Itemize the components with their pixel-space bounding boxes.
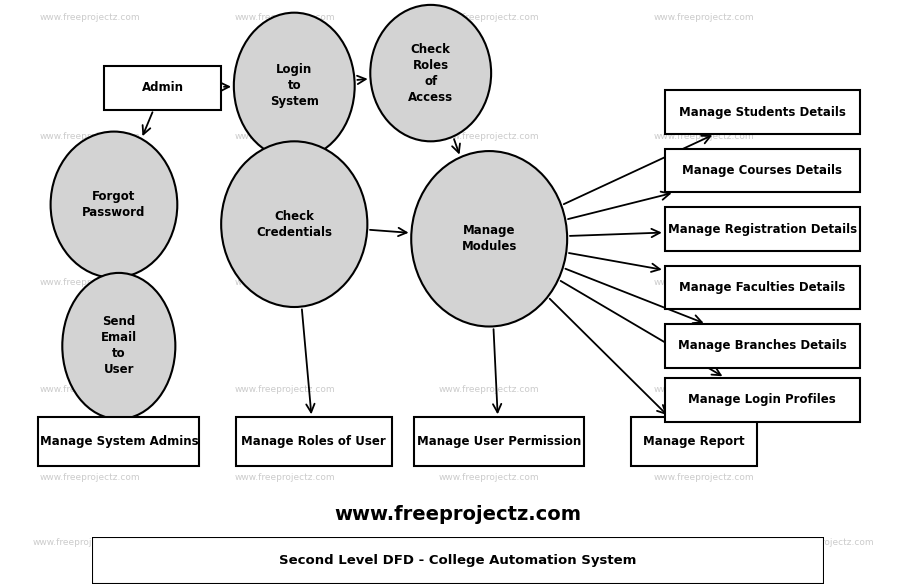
Text: www.freeprojectz.com: www.freeprojectz.com <box>234 385 335 394</box>
Text: www.freeprojectz.com: www.freeprojectz.com <box>32 538 133 548</box>
Text: www.freeprojectz.com: www.freeprojectz.com <box>439 13 540 22</box>
FancyBboxPatch shape <box>92 537 824 584</box>
FancyBboxPatch shape <box>414 417 584 466</box>
Text: Manage Faculties Details: Manage Faculties Details <box>679 281 845 294</box>
Text: www.freeprojectz.com: www.freeprojectz.com <box>439 473 540 482</box>
Text: Manage Login Profiles: Manage Login Profiles <box>688 393 836 406</box>
Text: Check
Roles
of
Access: Check Roles of Access <box>409 43 453 103</box>
Text: www.freeprojectz.com: www.freeprojectz.com <box>234 473 335 482</box>
Ellipse shape <box>62 273 175 419</box>
Ellipse shape <box>234 13 354 159</box>
Text: Second Level DFD - College Automation System: Second Level DFD - College Automation Sy… <box>279 554 637 567</box>
Text: www.freeprojectz.com: www.freeprojectz.com <box>234 132 335 141</box>
Text: Manage Report: Manage Report <box>643 435 745 448</box>
Text: www.freeprojectz.com: www.freeprojectz.com <box>334 505 582 524</box>
FancyBboxPatch shape <box>235 417 392 466</box>
Text: www.freeprojectz.com: www.freeprojectz.com <box>439 132 540 141</box>
FancyBboxPatch shape <box>665 149 859 193</box>
Ellipse shape <box>411 151 567 326</box>
FancyBboxPatch shape <box>665 324 859 368</box>
Text: www.freeprojectz.com: www.freeprojectz.com <box>439 278 540 287</box>
FancyBboxPatch shape <box>630 417 758 466</box>
Text: Send
Email
to
User: Send Email to User <box>101 315 136 376</box>
Text: www.freeprojectz.com: www.freeprojectz.com <box>234 278 335 287</box>
Text: Manage User Permission: Manage User Permission <box>417 435 581 448</box>
FancyBboxPatch shape <box>38 417 200 466</box>
Text: Manage Courses Details: Manage Courses Details <box>682 164 842 177</box>
FancyBboxPatch shape <box>104 66 221 110</box>
Text: www.freeprojectz.com: www.freeprojectz.com <box>653 385 754 394</box>
Ellipse shape <box>50 131 178 278</box>
Text: Manage Registration Details: Manage Registration Details <box>668 222 856 235</box>
Text: www.freeprojectz.com: www.freeprojectz.com <box>653 473 754 482</box>
Text: Manage
Modules: Manage Modules <box>462 224 517 253</box>
FancyBboxPatch shape <box>665 377 859 421</box>
Text: www.freeprojectz.com: www.freeprojectz.com <box>408 538 508 548</box>
Text: www.freeprojectz.com: www.freeprojectz.com <box>600 538 701 548</box>
Text: www.freeprojectz.com: www.freeprojectz.com <box>234 13 335 22</box>
FancyBboxPatch shape <box>665 265 859 309</box>
Ellipse shape <box>370 5 491 141</box>
FancyBboxPatch shape <box>665 90 859 134</box>
Text: Admin: Admin <box>142 81 184 95</box>
Text: www.freeprojectz.com: www.freeprojectz.com <box>774 538 875 548</box>
Text: www.freeprojectz.com: www.freeprojectz.com <box>39 13 140 22</box>
Text: www.freeprojectz.com: www.freeprojectz.com <box>39 473 140 482</box>
Text: www.freeprojectz.com: www.freeprojectz.com <box>653 278 754 287</box>
Text: Forgot
Password: Forgot Password <box>82 190 146 219</box>
Text: Check
Credentials: Check Credentials <box>256 210 333 239</box>
Text: www.freeprojectz.com: www.freeprojectz.com <box>653 132 754 141</box>
FancyBboxPatch shape <box>665 207 859 251</box>
Text: www.freeprojectz.com: www.freeprojectz.com <box>439 385 540 394</box>
Ellipse shape <box>221 141 367 307</box>
Text: www.freeprojectz.com: www.freeprojectz.com <box>39 278 140 287</box>
Text: Manage Students Details: Manage Students Details <box>679 106 845 119</box>
Text: www.freeprojectz.com: www.freeprojectz.com <box>653 13 754 22</box>
Text: www.freeprojectz.com: www.freeprojectz.com <box>39 132 140 141</box>
Text: Login
to
System: Login to System <box>270 63 319 108</box>
Text: Manage Branches Details: Manage Branches Details <box>678 339 846 353</box>
Text: www.freeprojectz.com: www.freeprojectz.com <box>39 385 140 394</box>
Text: Manage Roles of User: Manage Roles of User <box>242 435 387 448</box>
Text: Manage System Admins: Manage System Admins <box>39 435 198 448</box>
Text: www.freeprojectz.com: www.freeprojectz.com <box>206 538 307 548</box>
